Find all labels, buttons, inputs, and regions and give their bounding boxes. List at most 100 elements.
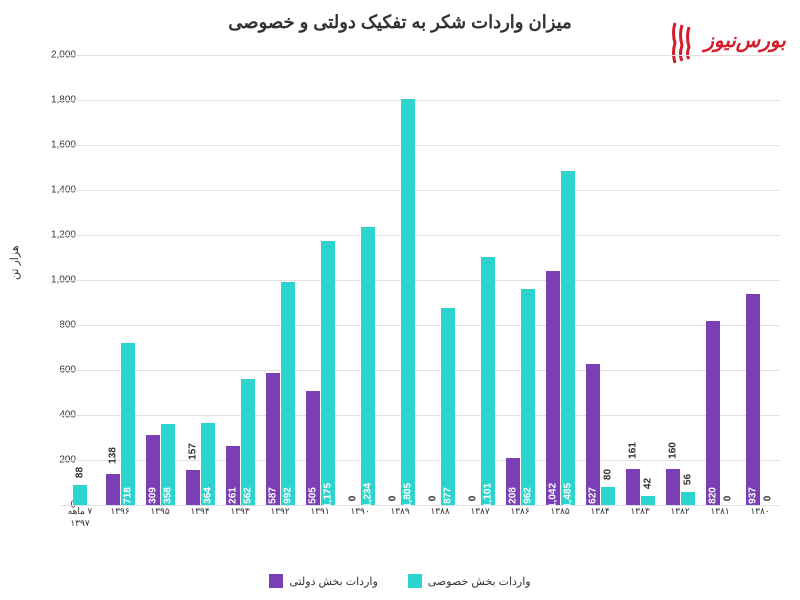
bar: 1,042 <box>546 271 560 505</box>
bar: 1,485 <box>561 171 575 505</box>
xtick-label: ۱۳۸۳ <box>620 506 660 529</box>
bar: 88 <box>73 485 87 505</box>
bar: 1,805 <box>401 99 415 505</box>
bar: 261 <box>226 446 240 505</box>
year-group: 877 0 <box>420 55 460 505</box>
bar: 562 <box>241 379 255 505</box>
legend: واردات بخش خصوصی واردات بخش دولتی <box>0 574 800 588</box>
bar-value-label: 1,175 <box>322 483 333 508</box>
bar-value-label: 962 <box>522 487 533 504</box>
xtick-label: ۱۳۸۱ <box>700 506 740 529</box>
bar-value-label: 718 <box>122 487 133 504</box>
legend-item-private: واردات بخش خصوصی <box>408 574 531 588</box>
xtick-label: ۱۳۸۸ <box>420 506 460 529</box>
plot-area: 093708205616042161806271,4851,0429622081… <box>60 55 780 505</box>
legend-label-gov: واردات بخش دولتی <box>289 575 377 588</box>
bar-value-label: 0 <box>387 496 398 502</box>
year-group: 358 309 <box>140 55 180 505</box>
bar-value-label: 877 <box>442 487 453 504</box>
bar-value-label: 587 <box>267 487 278 504</box>
bar-value-label: 0 <box>722 496 733 502</box>
bar-value-label: 0 <box>762 496 773 502</box>
year-group: 1,805 0 <box>380 55 420 505</box>
bar: 364 <box>201 423 215 505</box>
bar-value-label: 309 <box>147 487 158 504</box>
bar-value-label: 1,042 <box>547 483 558 508</box>
year-group: 0 937 <box>740 55 780 505</box>
bar-value-label: 80 <box>602 469 613 480</box>
year-group: 992 587 <box>260 55 300 505</box>
bar-value-label: 56 <box>682 474 693 485</box>
bar-value-label: 820 <box>707 487 718 504</box>
chart-container: میزان واردات شکر به تفکیک دولتی و خصوصی … <box>0 0 800 600</box>
bar-value-label: 0 <box>427 496 438 502</box>
bar: 992 <box>281 282 295 505</box>
gridline <box>60 505 780 506</box>
xtick-label: ۷ ماهه۱۳۹۷ <box>60 506 100 529</box>
year-group: 88 <box>60 55 100 505</box>
xtick-label: ۱۳۹۱ <box>300 506 340 529</box>
bar-value-label: 1,101 <box>482 483 493 508</box>
bar: 358 <box>161 424 175 505</box>
xtick-label: ۱۳۸۹ <box>380 506 420 529</box>
xtick-label: ۱۳۹۴ <box>180 506 220 529</box>
bar: 1,101 <box>481 257 495 505</box>
bar: 160 <box>666 469 680 505</box>
bar: 161 <box>626 469 640 505</box>
bar: 505 <box>306 391 320 505</box>
bar-value-label: 627 <box>587 487 598 504</box>
bar-value-label: 208 <box>507 487 518 504</box>
bar-value-label: 937 <box>747 487 758 504</box>
year-group: 80627 <box>580 55 620 505</box>
year-group: 962 208 <box>500 55 540 505</box>
bar-value-label: 88 <box>75 467 86 478</box>
bar-groups: 093708205616042161806271,4851,0429622081… <box>60 55 780 505</box>
bar: 80 <box>601 487 615 505</box>
xtick-label: ۱۳۸۰ <box>740 506 780 529</box>
bar-value-label: 42 <box>642 478 653 489</box>
xtick-label: ۱۳۹۳ <box>220 506 260 529</box>
bar-value-label: 505 <box>307 487 318 504</box>
year-group: 1,175 505 <box>300 55 340 505</box>
bar-value-label: 992 <box>282 487 293 504</box>
year-group: 56160 <box>660 55 700 505</box>
xtick-label: ۱۳۸۴ <box>580 506 620 529</box>
yaxis-label: هزار تن <box>8 245 21 280</box>
bar-value-label: 1,485 <box>562 483 573 508</box>
bar-value-label: 1,805 <box>402 483 413 508</box>
year-group: 718 138 <box>100 55 140 505</box>
legend-item-gov: واردات بخش دولتی <box>269 574 377 588</box>
year-group: 0 820 <box>700 55 740 505</box>
xtick-label: ۱۳۸۷ <box>460 506 500 529</box>
bar-value-label: 0 <box>347 496 358 502</box>
bar-value-label: 138 <box>107 447 118 464</box>
year-group: 42161 <box>620 55 660 505</box>
bar: 208 <box>506 458 520 505</box>
bar-value-label: 0 <box>467 496 478 502</box>
bar-value-label: 1,234 <box>362 483 373 508</box>
bar: 937 <box>746 294 760 505</box>
bar-value-label: 160 <box>667 442 678 459</box>
svg-text:بورس‌نیوز: بورس‌نیوز <box>701 30 786 53</box>
bar: 820 <box>706 321 720 506</box>
xtick-label: ۱۳۹۵ <box>140 506 180 529</box>
bar: 587 <box>266 373 280 505</box>
legend-swatch-private <box>408 574 422 588</box>
xtick-label: ۱۳۹۰ <box>340 506 380 529</box>
xtick-label: ۱۳۸۲ <box>660 506 700 529</box>
year-group: 364157 <box>180 55 220 505</box>
bar: 962 <box>521 289 535 505</box>
bar: 42 <box>641 496 655 505</box>
bar-value-label: 157 <box>187 443 198 460</box>
year-group: 1,101 0 <box>460 55 500 505</box>
legend-label-private: واردات بخش خصوصی <box>428 575 531 588</box>
legend-swatch-gov <box>269 574 283 588</box>
bar: 718 <box>121 343 135 505</box>
bar: 157 <box>186 470 200 505</box>
year-group: 1,234 0 <box>340 55 380 505</box>
bar-value-label: 358 <box>162 487 173 504</box>
bar: 309 <box>146 435 160 505</box>
bar: 1,175 <box>321 241 335 505</box>
xtick-label: ۱۳۹۶ <box>100 506 140 529</box>
bar-value-label: 161 <box>627 442 638 459</box>
